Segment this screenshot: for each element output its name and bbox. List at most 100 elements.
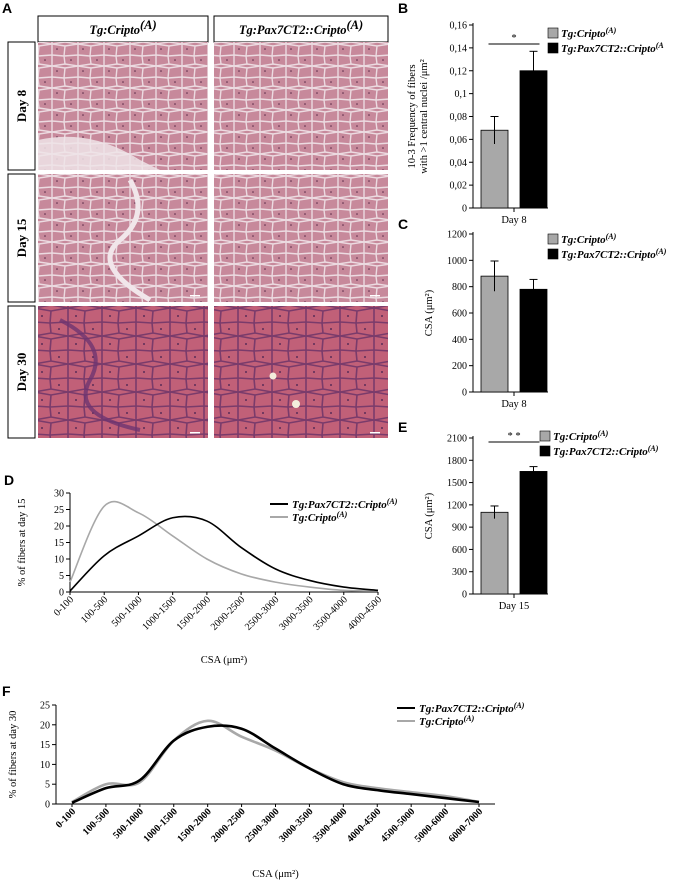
x-tick-label: 500-1000 — [111, 806, 146, 841]
column-header-pax7: Tg:Pax7CT2::Cripto(A) — [239, 18, 363, 37]
y-tick-label: 800 — [452, 282, 467, 293]
y-tick-label: 20 — [40, 720, 50, 731]
legend-label: Tg:Cripto(A) — [561, 232, 617, 246]
x-tick-label: 2000-2500 — [209, 594, 247, 632]
y-tick-label: 2100 — [447, 434, 467, 445]
y-tick-label: 400 — [452, 335, 467, 346]
x-axis-label: CSA (μm²) — [201, 655, 248, 666]
bar — [480, 511, 509, 595]
micrograph-day15-pax7 — [214, 174, 388, 302]
legend-swatch — [547, 42, 559, 54]
series-line — [69, 515, 379, 592]
legend-swatch — [547, 27, 559, 39]
y-tick-label: 0 — [45, 800, 50, 811]
x-tick-label: 0-100 — [52, 594, 76, 618]
y-tick-label: 1200 — [447, 500, 467, 511]
panel-label: B — [398, 0, 408, 16]
y-tick-label: 0,1 — [455, 89, 468, 100]
legend-label: Tg:Pax7CT2::Cripto(A) — [561, 247, 667, 261]
x-tick-label: 4000-4500 — [345, 806, 383, 844]
x-tick-label: 3500-4000 — [311, 806, 349, 844]
y-axis-label: % of fibers at day 30 — [8, 711, 19, 799]
y-tick-label: 0,02 — [450, 181, 468, 192]
x-tick-label: 5000-6000 — [413, 806, 451, 844]
y-tick-label: 1500 — [447, 478, 467, 489]
significance-marker: * — [511, 33, 516, 44]
y-tick-label: 200 — [452, 361, 467, 372]
y-tick-label: 0,16 — [450, 21, 468, 32]
bar — [480, 275, 509, 393]
x-tick-label: 6000-7000 — [447, 806, 485, 844]
y-tick-label: 0 — [59, 588, 64, 599]
legend-label: Tg:Cripto(A) — [561, 26, 617, 40]
panel-label: F — [2, 683, 11, 699]
x-tick-label: 4500-5000 — [379, 806, 417, 844]
bar — [519, 471, 548, 595]
legend-label: Tg:Pax7CT2::Cripto(A) — [419, 701, 525, 715]
bar-chart-b: B 0 0,02 0,04 0,06 0,08 0,1 0,12 0,14 0,16 Day 8 10… — [398, 0, 664, 226]
x-tick-label: 1500-2000 — [175, 806, 213, 844]
micrograph-day8-pax7 — [214, 42, 388, 170]
legend-label: Tg:Cripto(A) — [553, 429, 609, 443]
y-tick-label: 600 — [452, 545, 467, 556]
legend-swatch — [539, 430, 551, 442]
panel-label: D — [4, 472, 14, 488]
bar — [519, 288, 548, 393]
row-label-day8: Day 8 — [14, 89, 29, 122]
y-tick-label: 0 — [462, 388, 467, 399]
y-tick-label: 1200 — [447, 230, 467, 241]
x-category-label: Day 15 — [499, 601, 530, 612]
legend-label: Tg:Cripto(A) — [419, 714, 475, 728]
significance-marker: * * — [507, 431, 520, 442]
legend-swatch — [547, 233, 559, 245]
y-axis-label: CSA (μm²) — [424, 492, 435, 539]
y-tick-label: 5 — [45, 780, 50, 791]
legend-label: Tg:Pax7CT2::Cripto(A) — [292, 497, 398, 511]
y-tick-label: 15 — [54, 538, 64, 549]
x-tick-label: 2500-3000 — [243, 594, 281, 632]
x-axis-label: CSA (μm²) — [252, 869, 299, 880]
y-tick-label: 0 — [462, 204, 467, 215]
legend-label: Tg:Pax7CT2::Cripto(A — [561, 41, 664, 55]
micrograph-day30-cripto — [38, 306, 208, 438]
y-tick-label: 1800 — [447, 456, 467, 467]
row-label-day15: Day 15 — [14, 218, 29, 257]
y-tick-label: 1000 — [447, 256, 467, 267]
bar-chart-e: E 0 300 600 900 1200 1500 1800 2100 Day 15 CSA (μm… — [398, 419, 659, 612]
series-line — [71, 724, 480, 805]
x-category-label: Day 8 — [501, 399, 526, 410]
x-tick-label: 100-500 — [79, 594, 110, 625]
panel-label: E — [398, 419, 407, 435]
bar — [519, 70, 548, 209]
y-tick-label: 0,08 — [450, 112, 468, 123]
line-chart-f: F 0 5 10 15 20 25 0-100 100-500 500-10001000-1500… — [2, 683, 525, 880]
y-tick-label: 900 — [452, 523, 467, 534]
x-tick-label: 2000-2500 — [209, 806, 247, 844]
row-label-day30: Day 30 — [14, 353, 29, 392]
y-tick-label: 0,06 — [450, 135, 468, 146]
y-axis-label: CSA (μm²) — [424, 289, 435, 336]
y-tick-label: 600 — [452, 309, 467, 320]
y-tick-label: 0 — [462, 590, 467, 601]
x-tick-label: 3500-4000 — [311, 594, 349, 632]
y-tick-label: 10 — [54, 555, 64, 566]
y-axis-label: % of fibers at day 15 — [17, 499, 28, 587]
y-axis-label: with >1 central nuclei /μm² — [419, 59, 430, 173]
x-tick-label: 100-500 — [81, 806, 112, 837]
legend-label: Tg:Cripto(A) — [292, 510, 348, 524]
x-category-label: Day 8 — [501, 215, 526, 226]
legend-swatch — [539, 445, 551, 457]
x-tick-label: 3000-3500 — [277, 594, 315, 632]
y-tick-label: 0,04 — [450, 158, 468, 169]
bar-chart-c: C 0 200 400 600 800 1000 1200 Day 8 CSA (μm²) Tg:C… — [398, 216, 667, 410]
x-tick-label: 2500-3000 — [243, 806, 281, 844]
legend-swatch — [547, 248, 559, 260]
y-tick-label: 30 — [54, 489, 64, 500]
y-tick-label: 15 — [40, 740, 50, 751]
x-tick-label: 3000-3500 — [277, 806, 315, 844]
y-tick-label: 25 — [54, 505, 64, 516]
panel-label-a: A — [2, 0, 12, 16]
x-tick-label: 0-100 — [54, 806, 78, 830]
y-tick-label: 5 — [59, 571, 64, 582]
y-tick-label: 25 — [40, 701, 50, 712]
